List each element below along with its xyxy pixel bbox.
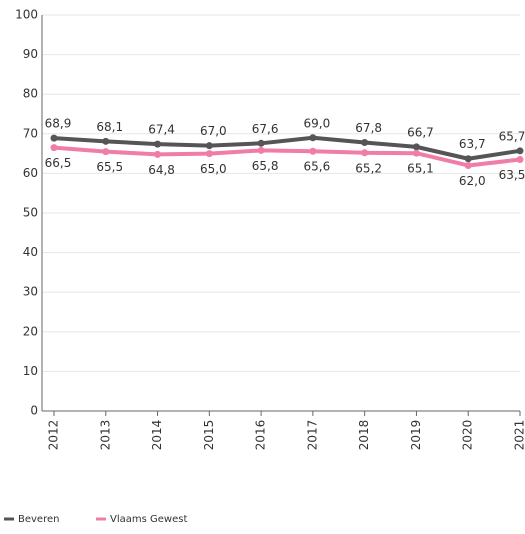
data-label: 68,1 xyxy=(96,120,123,134)
data-label: 62,0 xyxy=(459,174,486,188)
point xyxy=(465,162,472,169)
data-label: 64,8 xyxy=(148,163,175,177)
point xyxy=(413,143,420,150)
point xyxy=(258,140,265,147)
point xyxy=(102,138,109,145)
x-tick-label: 2019 xyxy=(409,420,423,451)
data-label: 65,8 xyxy=(252,159,279,173)
data-label: 65,5 xyxy=(96,160,123,174)
data-label: 65,7 xyxy=(499,129,525,143)
y-tick-label: 30 xyxy=(23,285,38,299)
y-tick-label: 90 xyxy=(23,47,38,61)
data-label: 66,5 xyxy=(45,156,72,170)
point xyxy=(517,147,524,154)
data-label: 67,4 xyxy=(148,123,175,137)
point xyxy=(413,150,420,157)
point xyxy=(154,151,161,158)
data-label: 63,5 xyxy=(499,168,525,182)
x-tick-label: 2017 xyxy=(305,420,319,451)
point xyxy=(361,139,368,146)
y-tick-label: 50 xyxy=(23,206,38,220)
x-tick-label: 2016 xyxy=(254,420,268,451)
legend-label: Beveren xyxy=(18,514,59,525)
data-label: 68,9 xyxy=(45,117,72,131)
data-label: 65,1 xyxy=(407,162,434,176)
point xyxy=(309,134,316,141)
data-label: 66,7 xyxy=(407,125,434,139)
data-label: 63,7 xyxy=(459,137,486,151)
point xyxy=(309,148,316,155)
y-tick-label: 80 xyxy=(23,87,38,101)
point xyxy=(51,144,58,151)
data-label: 67,6 xyxy=(252,122,279,136)
point xyxy=(206,150,213,157)
point xyxy=(102,148,109,155)
y-tick-label: 20 xyxy=(23,324,38,338)
y-tick-label: 70 xyxy=(23,126,38,140)
y-tick-label: 100 xyxy=(15,8,38,22)
point xyxy=(51,135,58,142)
point xyxy=(361,149,368,156)
point xyxy=(517,156,524,163)
y-tick-label: 10 xyxy=(23,364,38,378)
data-label: 65,2 xyxy=(355,161,382,175)
point xyxy=(206,142,213,149)
data-label: 65,0 xyxy=(200,162,227,176)
x-tick-label: 2012 xyxy=(47,420,61,451)
data-label: 67,0 xyxy=(200,124,227,138)
y-tick-label: 60 xyxy=(23,166,38,180)
point xyxy=(465,155,472,162)
point xyxy=(154,141,161,148)
x-tick-label: 2021 xyxy=(513,420,525,451)
x-tick-label: 2014 xyxy=(150,420,164,451)
y-tick-label: 0 xyxy=(30,404,38,418)
x-tick-label: 2018 xyxy=(357,420,371,451)
x-tick-label: 2013 xyxy=(98,420,112,451)
data-label: 65,6 xyxy=(304,160,331,174)
legend-label: Vlaams Gewest xyxy=(110,514,187,525)
point xyxy=(258,147,265,154)
y-tick-label: 40 xyxy=(23,245,38,259)
data-label: 69,0 xyxy=(304,116,331,130)
x-tick-label: 2015 xyxy=(202,420,216,451)
x-tick-label: 2020 xyxy=(461,420,475,451)
data-label: 67,8 xyxy=(355,121,382,135)
series-line xyxy=(54,138,520,159)
